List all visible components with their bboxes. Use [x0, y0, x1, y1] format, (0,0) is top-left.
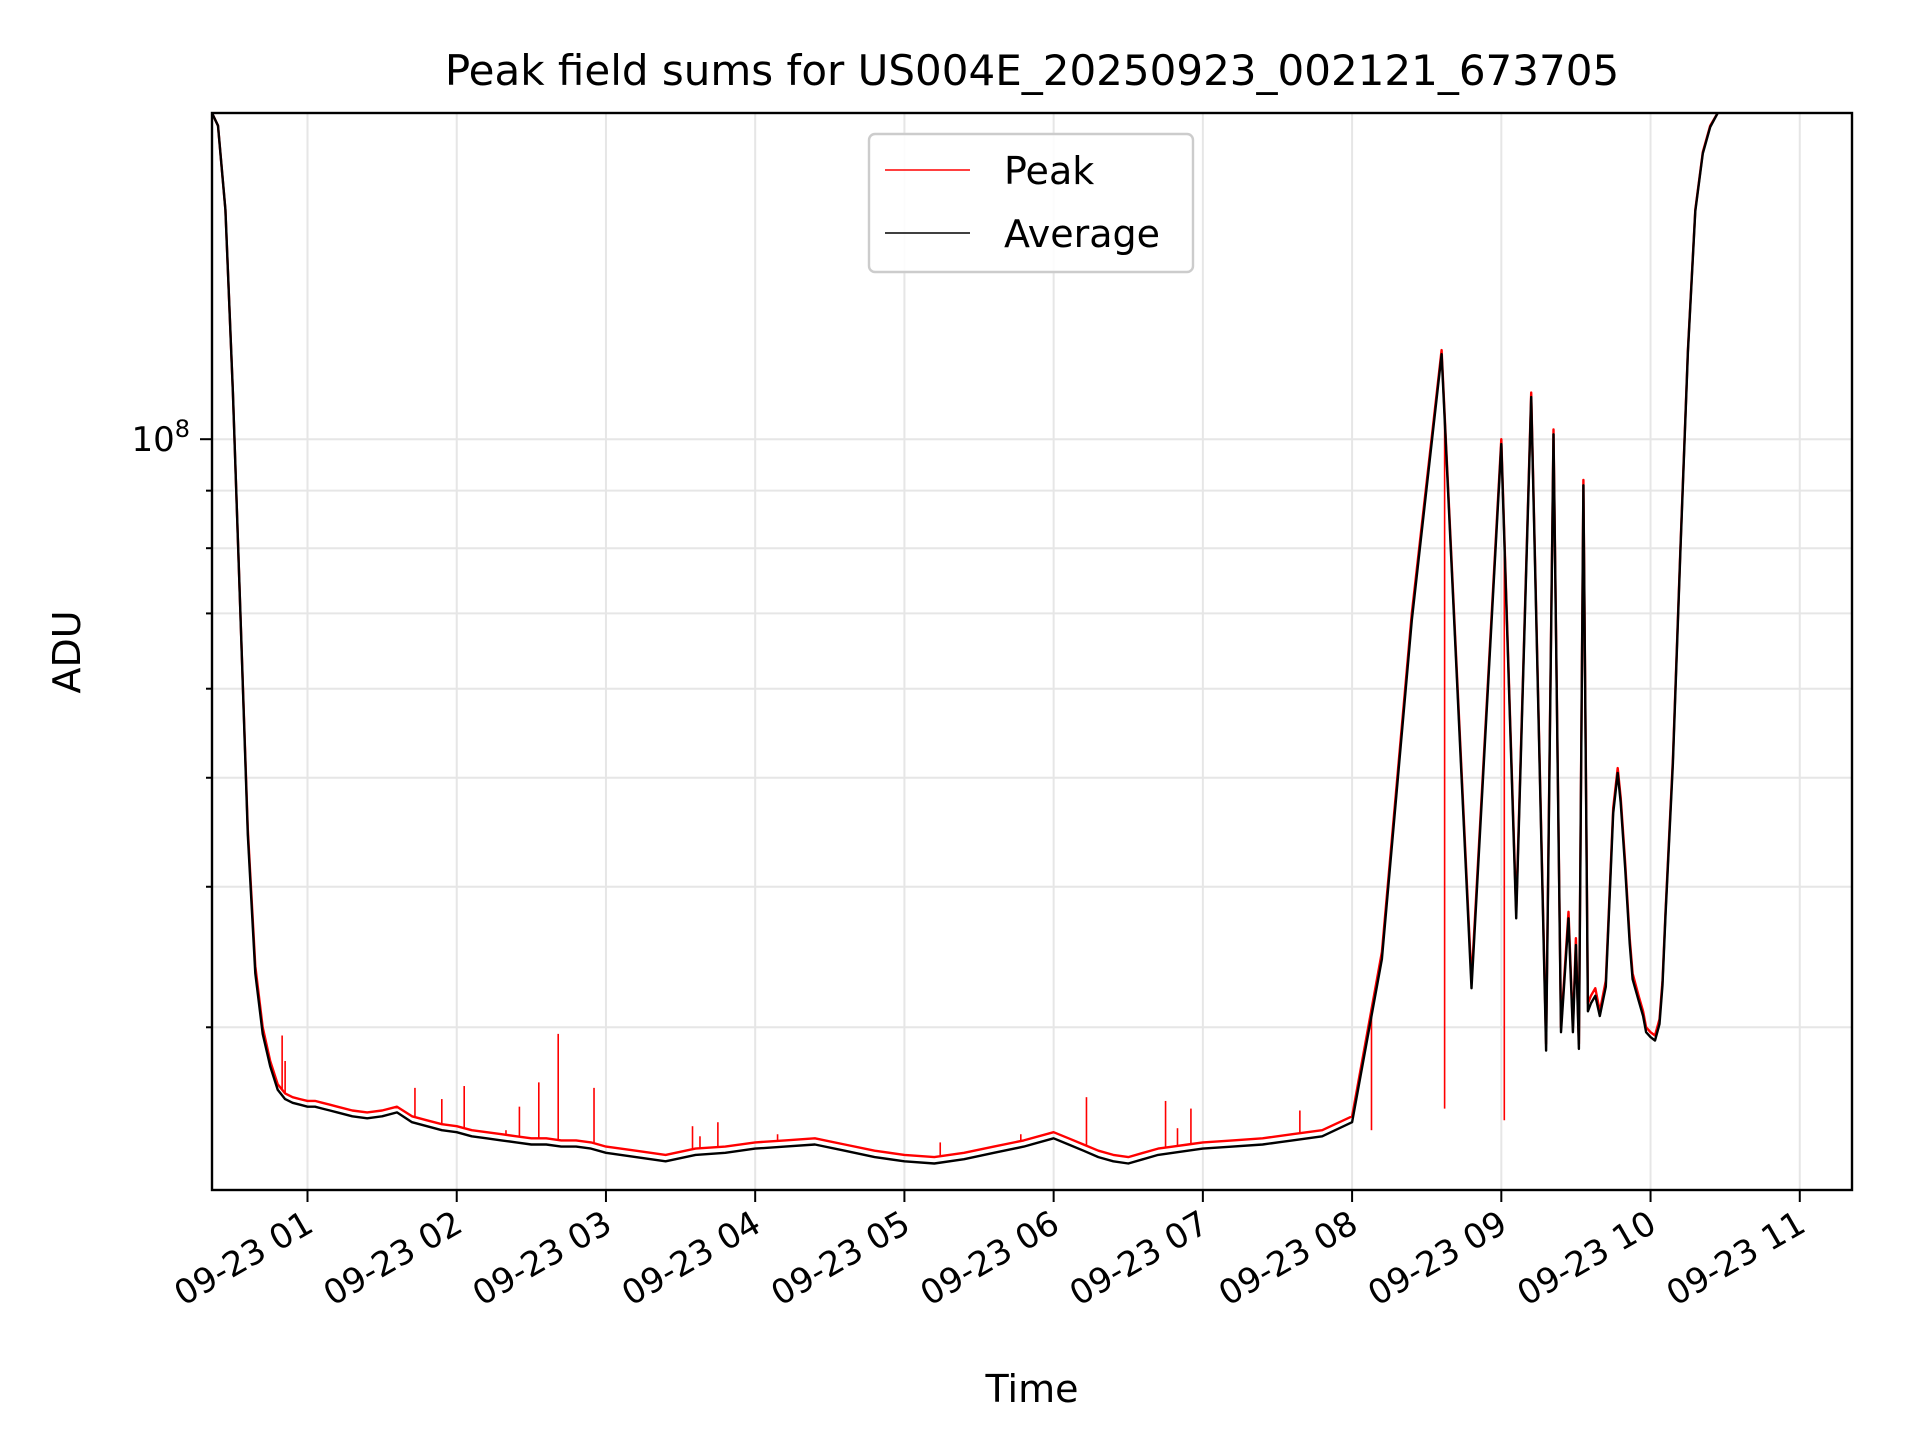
x-tick-label: 09-23 10: [1511, 1203, 1663, 1314]
plot-frame: [210, 111, 1854, 1192]
x-axis-label: Time: [985, 1367, 1079, 1411]
legend-label-peak: Peak: [1004, 149, 1094, 193]
chart-title: Peak field sums for US004E_20250923_0021…: [445, 46, 1619, 95]
y-tick-label: 108: [131, 415, 190, 460]
series-line-average: [210, 112, 1719, 1165]
plot-series: [210, 112, 1719, 1165]
legend-box: [867, 132, 1195, 274]
x-tick-label: 09-23 09: [1361, 1203, 1513, 1314]
legend: Peak Average: [867, 132, 1195, 274]
x-tick-label: 09-23 03: [466, 1203, 618, 1314]
y-axis-label: ADU: [45, 610, 89, 693]
legend-label-average: Average: [1004, 212, 1160, 256]
x-tick-label: 09-23 02: [317, 1203, 469, 1314]
x-tick-label: 09-23 07: [1063, 1203, 1215, 1314]
gridlines: [212, 113, 1852, 1190]
x-tick-label: 09-23 06: [914, 1203, 1066, 1314]
x-tick-label: 09-23 01: [168, 1203, 320, 1314]
y-axis: 108: [131, 415, 212, 1029]
x-tick-label: 09-23 04: [615, 1203, 767, 1314]
x-tick-label: 09-23 11: [1660, 1203, 1812, 1314]
x-tick-label: 09-23 08: [1212, 1203, 1364, 1314]
x-tick-label: 09-23 05: [765, 1203, 917, 1314]
